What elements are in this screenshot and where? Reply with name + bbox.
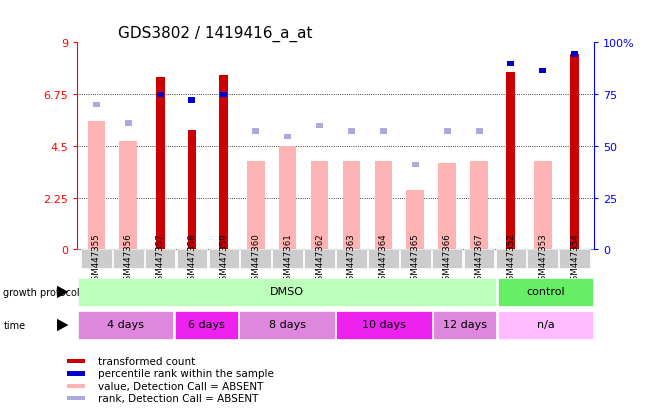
FancyBboxPatch shape — [560, 250, 590, 268]
Text: DMSO: DMSO — [270, 287, 304, 297]
Bar — [476, 129, 482, 134]
Text: GSM447361: GSM447361 — [283, 233, 292, 285]
FancyBboxPatch shape — [176, 250, 207, 268]
Bar — [78, 311, 173, 339]
Bar — [380, 129, 387, 134]
Text: 6 days: 6 days — [188, 320, 225, 330]
Bar — [507, 62, 515, 66]
Bar — [570, 55, 579, 250]
Bar — [67, 384, 85, 388]
Text: GSM447363: GSM447363 — [347, 233, 356, 285]
Bar — [284, 135, 291, 140]
Bar — [539, 69, 546, 74]
FancyBboxPatch shape — [113, 250, 144, 268]
Bar — [348, 129, 355, 134]
FancyBboxPatch shape — [145, 250, 175, 268]
Bar — [336, 311, 431, 339]
Text: rank, Detection Call = ABSENT: rank, Detection Call = ABSENT — [99, 393, 259, 403]
Bar — [67, 371, 85, 376]
Bar — [343, 161, 360, 250]
Bar — [87, 121, 105, 250]
Bar — [219, 76, 228, 250]
FancyBboxPatch shape — [304, 250, 335, 268]
Bar — [407, 190, 424, 250]
Text: n/a: n/a — [537, 320, 554, 330]
Text: GSM447360: GSM447360 — [251, 233, 260, 285]
FancyBboxPatch shape — [272, 250, 303, 268]
Text: GSM447357: GSM447357 — [156, 233, 164, 285]
Bar — [240, 311, 335, 339]
FancyBboxPatch shape — [336, 250, 367, 268]
FancyBboxPatch shape — [209, 250, 239, 268]
Bar — [189, 98, 195, 103]
FancyBboxPatch shape — [527, 250, 558, 268]
Bar — [498, 311, 593, 339]
Bar — [571, 52, 578, 57]
FancyBboxPatch shape — [368, 250, 399, 268]
FancyBboxPatch shape — [432, 250, 462, 268]
Bar — [67, 396, 85, 401]
Bar — [470, 161, 488, 250]
Bar — [438, 164, 456, 250]
Bar — [279, 147, 297, 250]
Bar — [119, 142, 137, 250]
Bar — [433, 311, 497, 339]
Bar — [374, 161, 392, 250]
Bar — [220, 93, 227, 97]
Text: 10 days: 10 days — [362, 320, 406, 330]
Bar — [247, 161, 264, 250]
Text: growth protocol: growth protocol — [3, 287, 80, 297]
Text: GSM447365: GSM447365 — [411, 233, 420, 285]
Bar — [316, 123, 323, 128]
Bar — [534, 161, 552, 250]
FancyBboxPatch shape — [496, 250, 526, 268]
Text: GSM447367: GSM447367 — [474, 233, 484, 285]
Text: GSM447359: GSM447359 — [219, 233, 228, 285]
Bar — [412, 162, 419, 168]
Bar — [507, 73, 515, 250]
FancyBboxPatch shape — [81, 250, 111, 268]
Text: value, Detection Call = ABSENT: value, Detection Call = ABSENT — [99, 381, 264, 391]
Bar — [174, 311, 238, 339]
Text: GSM447352: GSM447352 — [507, 233, 515, 285]
Bar — [311, 161, 328, 250]
Bar — [78, 278, 497, 306]
Text: GSM447366: GSM447366 — [443, 233, 452, 285]
Text: percentile rank within the sample: percentile rank within the sample — [99, 368, 274, 379]
Bar — [67, 359, 85, 363]
Bar — [156, 93, 164, 97]
Bar — [498, 278, 593, 306]
Text: transformed count: transformed count — [99, 356, 196, 366]
Text: GSM447356: GSM447356 — [123, 233, 133, 285]
FancyBboxPatch shape — [464, 250, 495, 268]
Text: GSM447364: GSM447364 — [379, 233, 388, 285]
Text: 12 days: 12 days — [443, 320, 486, 330]
Text: control: control — [526, 287, 565, 297]
Text: time: time — [3, 320, 25, 330]
Text: GSM447353: GSM447353 — [538, 233, 548, 285]
FancyBboxPatch shape — [400, 250, 431, 268]
Bar — [252, 129, 259, 134]
Text: 8 days: 8 days — [268, 320, 305, 330]
Text: GDS3802 / 1419416_a_at: GDS3802 / 1419416_a_at — [119, 26, 313, 42]
Bar — [156, 78, 164, 250]
Text: GSM447355: GSM447355 — [92, 233, 101, 285]
Text: GSM447354: GSM447354 — [570, 233, 579, 285]
Text: GSM447362: GSM447362 — [315, 233, 324, 285]
FancyBboxPatch shape — [240, 250, 271, 268]
Text: GSM447358: GSM447358 — [187, 233, 197, 285]
Bar — [187, 131, 197, 250]
Text: 4 days: 4 days — [107, 320, 144, 330]
Bar — [444, 129, 451, 134]
Bar — [125, 121, 132, 126]
Bar — [93, 103, 100, 108]
